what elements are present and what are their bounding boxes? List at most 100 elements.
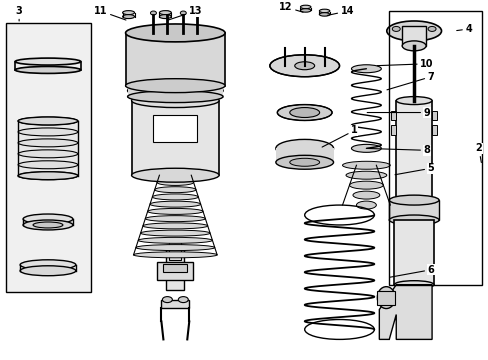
Ellipse shape <box>393 281 433 289</box>
Ellipse shape <box>125 79 224 93</box>
Bar <box>157 262 193 280</box>
Bar <box>161 300 189 307</box>
Text: 13: 13 <box>168 6 202 20</box>
Text: 4: 4 <box>456 24 471 34</box>
Ellipse shape <box>15 58 81 65</box>
Text: 12: 12 <box>279 2 303 12</box>
Bar <box>390 126 395 135</box>
Ellipse shape <box>20 266 76 276</box>
Ellipse shape <box>150 11 156 15</box>
Ellipse shape <box>319 13 329 16</box>
Text: 2: 2 <box>474 143 481 162</box>
Ellipse shape <box>342 161 389 169</box>
Bar <box>163 264 187 272</box>
Ellipse shape <box>18 128 78 136</box>
Bar <box>169 240 181 260</box>
Bar <box>127 85 223 96</box>
Text: 14: 14 <box>326 6 353 16</box>
Ellipse shape <box>141 230 210 236</box>
Ellipse shape <box>18 172 78 180</box>
Ellipse shape <box>275 139 333 157</box>
Ellipse shape <box>23 220 73 230</box>
Ellipse shape <box>388 215 438 225</box>
Ellipse shape <box>18 117 78 125</box>
Ellipse shape <box>136 244 214 251</box>
Text: 11: 11 <box>94 6 126 20</box>
Ellipse shape <box>356 201 376 209</box>
Ellipse shape <box>180 11 186 15</box>
Text: 8: 8 <box>366 145 429 155</box>
Ellipse shape <box>164 11 170 15</box>
Bar <box>131 100 219 175</box>
Ellipse shape <box>346 171 386 179</box>
Ellipse shape <box>152 194 198 200</box>
Bar <box>395 100 431 200</box>
Text: 3: 3 <box>16 6 22 21</box>
Ellipse shape <box>154 187 196 193</box>
Ellipse shape <box>127 91 223 103</box>
Text: 1: 1 <box>322 125 357 147</box>
Text: 9: 9 <box>366 108 429 117</box>
Ellipse shape <box>300 9 310 12</box>
Ellipse shape <box>18 139 78 147</box>
Ellipse shape <box>194 11 200 15</box>
Text: 10: 10 <box>376 59 433 69</box>
Bar <box>388 11 481 285</box>
Ellipse shape <box>150 201 200 207</box>
Ellipse shape <box>159 11 171 15</box>
Ellipse shape <box>20 260 76 270</box>
Ellipse shape <box>162 297 172 303</box>
Ellipse shape <box>386 21 441 41</box>
Ellipse shape <box>402 41 425 51</box>
Bar <box>388 200 438 220</box>
Ellipse shape <box>145 216 205 222</box>
Ellipse shape <box>388 195 438 205</box>
Ellipse shape <box>18 117 78 125</box>
Polygon shape <box>379 285 431 339</box>
Ellipse shape <box>277 104 331 121</box>
Bar <box>153 114 197 142</box>
Ellipse shape <box>131 94 219 108</box>
Ellipse shape <box>159 15 171 19</box>
Ellipse shape <box>157 180 193 185</box>
Ellipse shape <box>122 11 134 15</box>
Ellipse shape <box>289 108 319 117</box>
Ellipse shape <box>131 168 219 182</box>
Ellipse shape <box>427 26 435 31</box>
Bar <box>390 111 395 121</box>
Ellipse shape <box>319 9 329 13</box>
Ellipse shape <box>18 172 78 180</box>
Bar <box>275 148 333 162</box>
Ellipse shape <box>275 155 333 169</box>
Ellipse shape <box>395 196 431 204</box>
Ellipse shape <box>18 150 78 158</box>
Bar <box>125 33 224 86</box>
Bar <box>393 220 433 285</box>
Ellipse shape <box>23 214 73 224</box>
Ellipse shape <box>122 15 134 19</box>
Ellipse shape <box>294 62 314 70</box>
Ellipse shape <box>147 208 203 215</box>
Ellipse shape <box>269 55 339 77</box>
Text: 5: 5 <box>394 163 433 175</box>
Ellipse shape <box>377 287 394 309</box>
Ellipse shape <box>142 223 207 229</box>
Ellipse shape <box>125 24 224 42</box>
Ellipse shape <box>15 67 81 73</box>
Ellipse shape <box>289 158 319 166</box>
Ellipse shape <box>138 237 212 243</box>
Bar <box>431 111 436 121</box>
Bar <box>377 291 394 305</box>
Bar <box>6 23 91 292</box>
Bar <box>18 121 78 176</box>
Ellipse shape <box>133 252 217 258</box>
Ellipse shape <box>391 26 399 31</box>
Ellipse shape <box>300 5 310 9</box>
Ellipse shape <box>395 96 431 104</box>
Ellipse shape <box>351 65 381 73</box>
Bar <box>402 26 425 46</box>
Ellipse shape <box>352 191 379 199</box>
Text: 7: 7 <box>386 72 433 90</box>
Ellipse shape <box>127 83 223 99</box>
Ellipse shape <box>178 297 188 303</box>
